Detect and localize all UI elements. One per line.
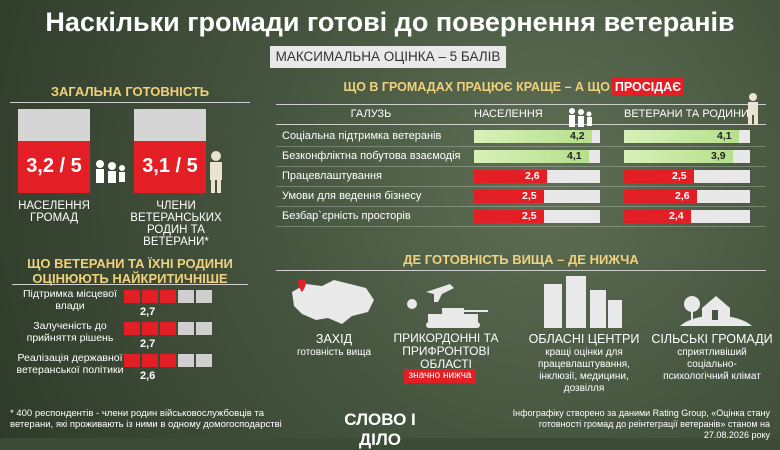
population-value: 2,6 (525, 170, 540, 182)
veterans-bar (624, 210, 691, 223)
population-bar (474, 210, 544, 223)
population-bar (474, 190, 544, 203)
veterans-bar (624, 190, 697, 203)
works-better-heading: ЩО В ГРОМАДАХ ПРАЦЮЄ КРАЩЕ – А ЩО (343, 80, 610, 94)
table-row-label: Соціальна підтримка ветеранів (282, 130, 442, 142)
score-square (142, 322, 158, 335)
critical-item-label: Реалізація державної ветеранської політи… (16, 352, 124, 376)
higher-lower-heading: ДЕ ГОТОВНІСТЬ ВИЩА – ДЕ НИЖЧА (403, 252, 639, 267)
table-top-line (276, 104, 766, 105)
veterans-value: 4,1 (717, 130, 732, 142)
table-row-label: Працевлаштування (282, 170, 382, 182)
veterans-bar (624, 150, 733, 163)
col-veterans: ВЕТЕРАНИ ТА РОДИНИ* (624, 108, 754, 120)
veteran-score: 3,1 / 5 (134, 141, 206, 193)
rural-house-icon (680, 296, 752, 326)
subtitle-bar: МАКСИМАЛЬНА ОЦІНКА – 5 БАЛІВ (270, 46, 506, 68)
population-bar (474, 130, 592, 143)
soldier-icon (748, 93, 758, 125)
row-divider (276, 146, 766, 147)
row-divider (276, 206, 766, 207)
score-square (160, 322, 176, 335)
veterans-bar (624, 170, 694, 183)
overall-readiness-heading: ЗАГАЛЬНА ГОТОВНІСТЬ (50, 84, 210, 99)
population-bar (474, 150, 589, 163)
score-square (178, 290, 194, 303)
row-divider (276, 226, 766, 227)
critical-item-value: 2,7 (140, 306, 156, 318)
ukraine-map-icon (292, 279, 374, 324)
table-row-label: Безбар`єрність просторів (282, 210, 411, 222)
source-note: Інфографіку створено за даними Rating Gr… (512, 408, 770, 440)
veterans-bar (624, 130, 739, 143)
veteran-score-top (134, 109, 206, 141)
veterans-value: 2,4 (669, 210, 684, 222)
soldier-icon (210, 151, 222, 193)
score-squares (124, 354, 224, 372)
veteran-label: ЧЛЕНИ ВЕТЕРАНСЬКИХ РОДИН ТА ВЕТЕРАНИ* (130, 200, 222, 248)
table-row-label: Умови для ведення бізнесу (282, 190, 422, 202)
score-squares (124, 322, 224, 340)
divider (276, 270, 766, 271)
veterans-value: 2,6 (675, 190, 690, 202)
score-square (124, 290, 140, 303)
divider (12, 284, 248, 285)
population-value: 2,5 (522, 190, 537, 202)
score-square (178, 354, 194, 367)
table-row-label: Безконфліктна побутова взаємодія (282, 150, 461, 162)
score-square (196, 290, 212, 303)
logo: СЛОВО І ДІЛО (344, 410, 416, 449)
veterans-value: 2,5 (672, 170, 687, 182)
buildings-icon (544, 276, 622, 328)
critical-heading: ЩО ВЕТЕРАНИ ТА ЇХНІ РОДИНИ ОЦІНЮЮТЬ НАЙК… (27, 256, 233, 286)
community-score-top (18, 109, 90, 141)
score-square (160, 354, 176, 367)
col-industry: ГАЛУЗЬ (350, 108, 392, 120)
population-value: 4,1 (567, 150, 582, 162)
score-square (196, 322, 212, 335)
critical-item-label: Залученість до прийняття рішень (26, 320, 114, 344)
score-square (160, 290, 176, 303)
region-border-title: ПРИКОРДОННІ ТА ПРИФРОНТОВІ ОБЛАСТІ (393, 331, 499, 371)
score-squares (124, 290, 224, 308)
critical-item-label: Підтримка місцевої влади (22, 288, 118, 312)
region-west-title: ЗАХІД (315, 332, 353, 346)
col-population: НАСЕЛЕННЯ (474, 108, 543, 120)
row-divider (276, 186, 766, 187)
population-value: 4,2 (570, 130, 585, 142)
row-divider (276, 166, 766, 167)
page-title: Наскільки громади готові до повернення в… (45, 7, 735, 37)
community-score: 3,2 / 5 (18, 141, 90, 193)
critical-item-value: 2,7 (140, 338, 156, 350)
score-square (142, 354, 158, 367)
military-vehicles-icon (407, 284, 488, 328)
region-border-badge: значно нижча (404, 369, 476, 383)
population-bar (474, 170, 547, 183)
veterans-value: 3,9 (711, 150, 726, 162)
score-square (124, 354, 140, 367)
region-rural-title: СІЛЬСЬКІ ГРОМАДИ (651, 332, 773, 346)
divider (10, 102, 250, 103)
population-value: 2,5 (522, 210, 537, 222)
region-cities-desc: кращі оцінки для працевлаштування, інклю… (538, 347, 630, 394)
critical-item-value: 2,6 (140, 370, 156, 382)
community-label: НАСЕЛЕННЯ ГРОМАД (18, 200, 90, 224)
footnote: * 400 респондентів - члени родин військо… (10, 408, 282, 430)
score-square (142, 290, 158, 303)
score-square (124, 322, 140, 335)
region-cities-title: ОБЛАСНІ ЦЕНТРИ (528, 332, 640, 346)
sagging-badge: ПРОСІДАЄ (612, 78, 684, 96)
people-icon (96, 160, 125, 183)
people-icon (569, 108, 592, 127)
table-header-line (276, 124, 766, 125)
score-square (178, 322, 194, 335)
region-rural-desc: сприятливіший соціально-психологічний кл… (663, 347, 761, 382)
region-west-desc: готовність вища (296, 347, 372, 358)
score-square (196, 354, 212, 367)
